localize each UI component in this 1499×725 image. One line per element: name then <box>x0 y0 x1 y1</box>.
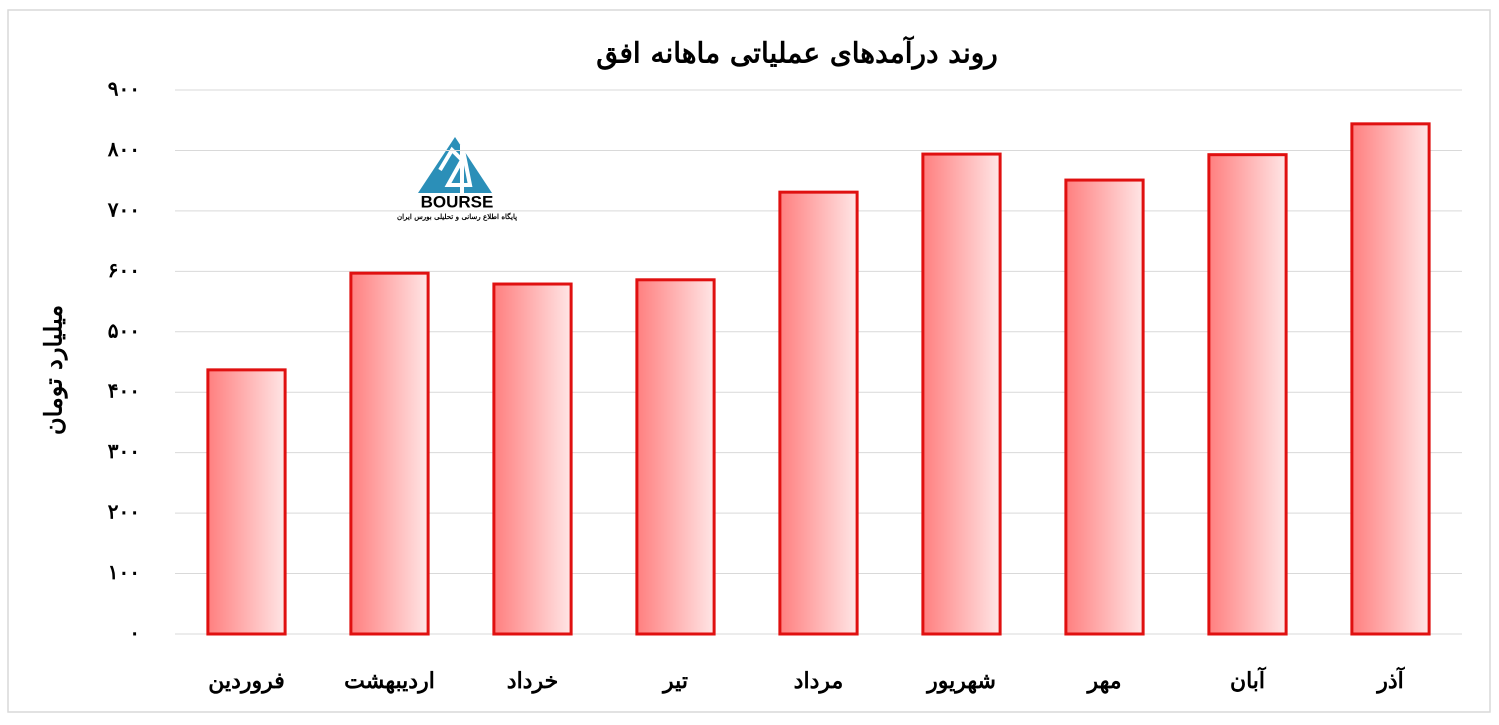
y-tick-label: ۶۰۰ <box>108 258 140 282</box>
y-tick-label: ۴۰۰ <box>108 379 140 403</box>
logo-triangle <box>418 137 492 193</box>
y-tick-label: ۰ <box>129 621 140 645</box>
bar <box>635 278 716 636</box>
y-tick-label: ۱۰۰ <box>108 560 140 584</box>
bar <box>1207 153 1288 636</box>
x-tick-label: اردیبهشت <box>344 668 435 694</box>
x-tick-label: فروردین <box>208 668 285 694</box>
logo: BOURSE پایگاه اطلاع رسانی و تحلیلی بورس … <box>397 120 517 230</box>
y-tick-label: ۲۰۰ <box>108 500 140 524</box>
bar <box>1064 178 1145 636</box>
bar <box>1350 122 1431 636</box>
chart-title: روند درآمدهای عملیاتی ماهانه افق <box>596 35 998 71</box>
x-tick-label: مرداد <box>794 668 844 694</box>
y-tick-label: ۵۰۰ <box>108 318 140 342</box>
bar <box>921 152 1002 636</box>
x-tick-label: تیر <box>661 668 688 694</box>
x-tick-label: آبان <box>1230 666 1267 694</box>
x-tick-label: مهر <box>1085 668 1121 694</box>
bar <box>778 190 859 636</box>
x-tick-label: شهریور <box>925 668 996 694</box>
y-tick-label: ۸۰۰ <box>107 137 140 161</box>
y-tick-label: ۷۰۰ <box>107 197 140 221</box>
y-axis-label: میلیارد تومان <box>39 305 69 435</box>
x-tick-label: آذر <box>1375 666 1405 694</box>
x-tick-label: خرداد <box>507 668 558 694</box>
bar <box>206 368 287 636</box>
y-tick-label: ۳۰۰ <box>108 439 140 463</box>
logo-name: BOURSE <box>421 192 494 211</box>
bar <box>349 271 430 636</box>
y-tick-label: ۹۰۰ <box>108 77 140 101</box>
logo-tagline: پایگاه اطلاع رسانی و تحلیلی بورس ایران <box>397 212 517 222</box>
bar <box>492 282 573 636</box>
